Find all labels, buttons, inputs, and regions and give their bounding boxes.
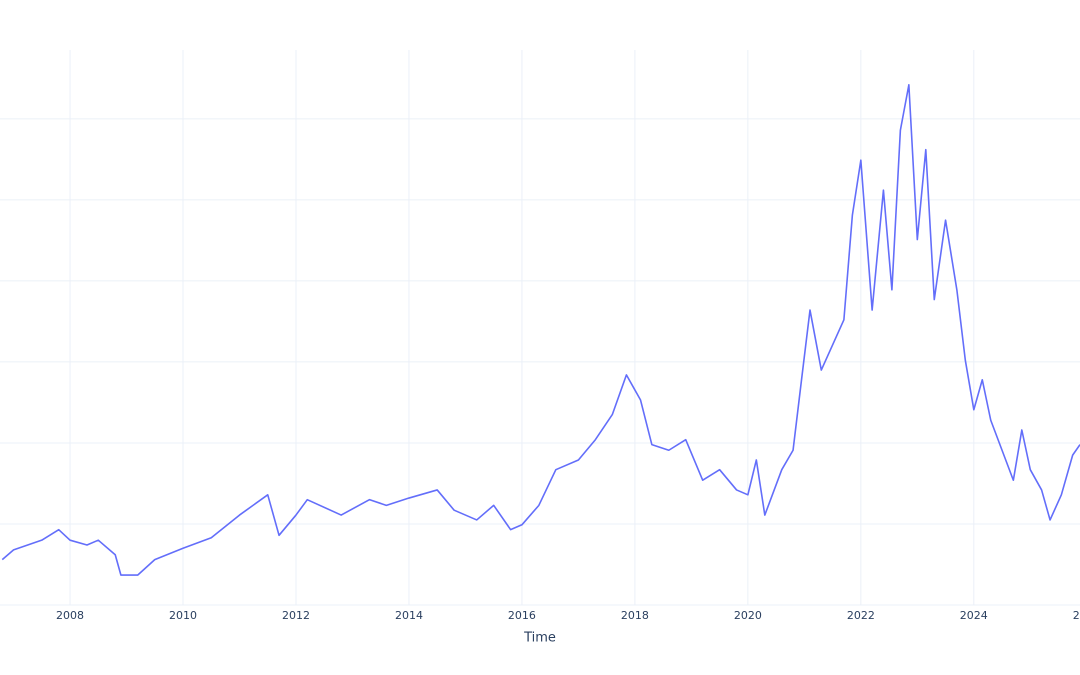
x-tick-label: 2016: [508, 609, 536, 622]
x-tick-label: 2010: [169, 609, 197, 622]
x-tick-label: 2024: [960, 609, 988, 622]
x-tick-label: 2026: [1073, 609, 1080, 622]
x-tick-label: 2020: [734, 609, 762, 622]
line: [1, 84, 1080, 576]
x-tick-label: 2008: [56, 609, 84, 622]
x-tick-label: 2018: [621, 609, 649, 622]
x-tick-label: 2014: [395, 609, 423, 622]
x-axis-label: Time: [523, 631, 556, 646]
x-tick-label: 2012: [282, 609, 310, 622]
x-tick-label: 2022: [847, 609, 875, 622]
